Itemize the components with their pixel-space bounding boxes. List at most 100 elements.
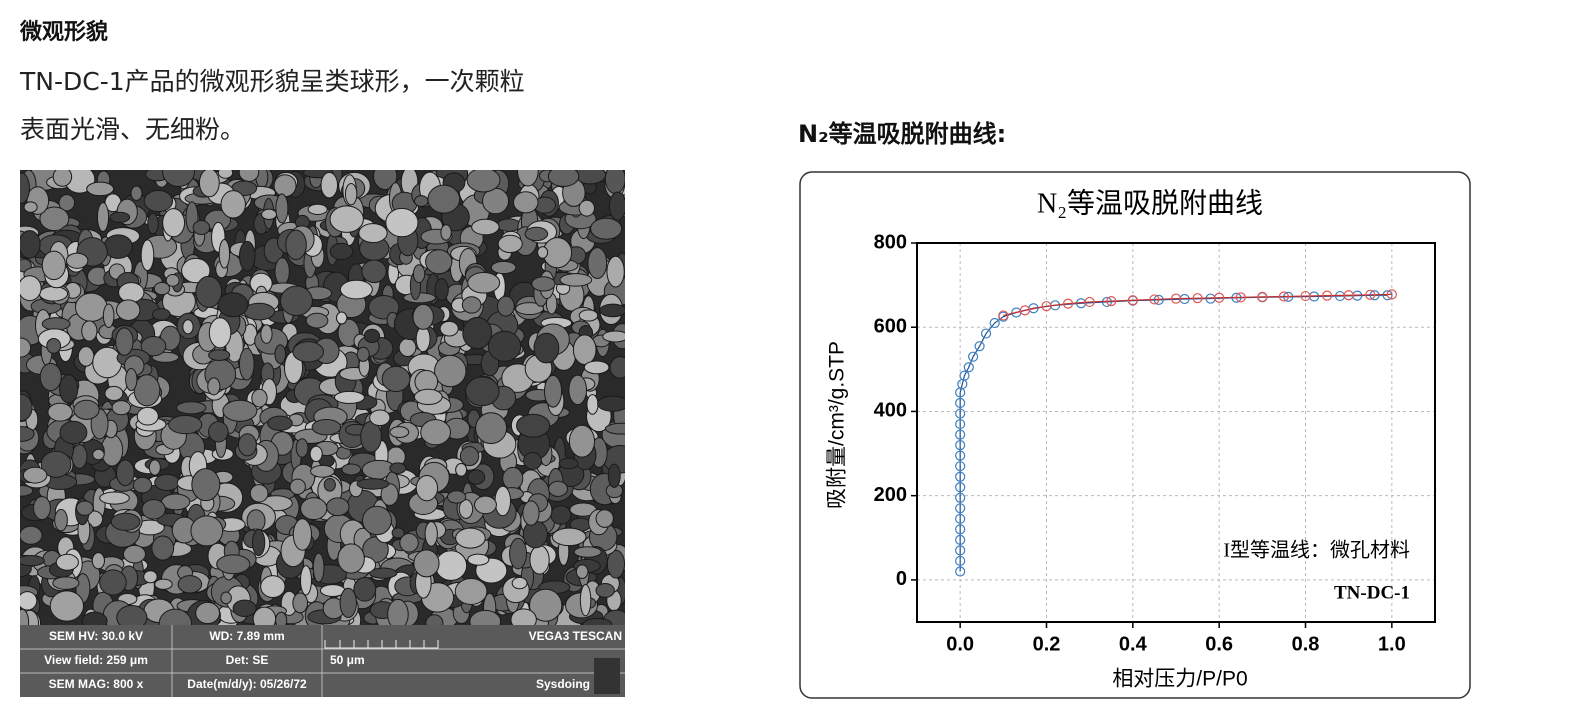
particle (154, 473, 180, 492)
particle (547, 170, 580, 187)
particle (190, 515, 224, 547)
particle (604, 170, 625, 194)
particle (243, 302, 275, 321)
y-tick-label: 200 (874, 484, 907, 506)
particle (289, 478, 306, 495)
particle (454, 577, 488, 605)
particle (522, 520, 548, 549)
particle (568, 374, 588, 406)
particle (20, 591, 38, 611)
particle (110, 512, 141, 531)
particle (515, 302, 544, 316)
data-point (955, 387, 966, 398)
particle (413, 549, 440, 578)
particle (510, 608, 537, 625)
particle (513, 191, 539, 214)
particle (586, 394, 599, 415)
particle (208, 317, 232, 349)
particle (599, 303, 625, 318)
particle (274, 344, 287, 364)
data-point (955, 461, 966, 472)
particle (458, 499, 474, 519)
particle (158, 608, 193, 625)
particle (337, 543, 365, 574)
particle (23, 201, 38, 213)
chart-frame (799, 171, 1471, 699)
info-text: Det: SE (226, 653, 269, 667)
particle (238, 240, 256, 272)
sem-image: SEM HV: 30.0 kV WD: 7.89 mm VEGA3 TESCAN Vi… (20, 170, 625, 697)
particle (252, 528, 266, 557)
particle (59, 420, 88, 445)
particle (40, 450, 72, 478)
particle (33, 496, 51, 521)
info-text: View field: 259 μm (44, 653, 148, 667)
particle (590, 217, 623, 240)
particle (143, 189, 174, 213)
data-point (1084, 296, 1095, 308)
particle (607, 463, 621, 488)
particle (192, 220, 211, 236)
y-tick-label: 600 (874, 316, 907, 338)
particle (595, 582, 615, 598)
particle (81, 320, 98, 342)
x-tick-label: 0.0 (946, 633, 974, 655)
particle (39, 362, 62, 392)
particle (208, 421, 229, 443)
particle (310, 464, 335, 478)
data-point (1149, 294, 1160, 305)
data-point (1386, 289, 1397, 300)
particle (425, 614, 444, 625)
particle (309, 445, 323, 463)
scale-bar (324, 640, 439, 649)
particle (191, 468, 221, 502)
y-axis-label: 吸附量/cm³/g.STP (826, 341, 849, 509)
particle (497, 234, 523, 254)
particle (502, 466, 524, 491)
x-tick-label: 0.6 (1205, 633, 1233, 655)
particle (424, 521, 438, 547)
particle (548, 480, 568, 497)
particle (20, 485, 34, 497)
particle (261, 208, 278, 221)
particle (461, 296, 482, 314)
particle (522, 500, 540, 526)
particle (446, 490, 467, 504)
data-point (1050, 300, 1061, 311)
particle (583, 360, 610, 375)
particle (20, 172, 30, 204)
particle (92, 346, 123, 379)
particle (198, 170, 220, 198)
particle (41, 250, 66, 281)
particle (559, 273, 593, 287)
particle (412, 303, 434, 330)
annotation: TN-DC-1 (1334, 582, 1410, 603)
data-point (955, 492, 966, 503)
particle (104, 385, 124, 401)
particle (551, 527, 587, 547)
particle (20, 337, 32, 358)
particle (162, 170, 195, 187)
particle (467, 272, 501, 294)
data-point (1343, 290, 1354, 301)
particle (467, 553, 490, 566)
particle (312, 552, 325, 583)
particle (389, 462, 407, 475)
particle (455, 527, 486, 549)
data-point (1257, 292, 1268, 303)
chart-title: N₂等温吸脱附曲线 (1037, 187, 1263, 219)
info-text: SEM HV: 30.0 kV (49, 629, 143, 643)
particle (385, 207, 419, 238)
particle (465, 376, 500, 407)
particle (509, 537, 528, 570)
particle (279, 285, 313, 317)
series-line (1003, 293, 1392, 317)
particle (380, 483, 399, 506)
data-point (1300, 290, 1311, 302)
x-tick-label: 0.2 (1033, 633, 1061, 655)
particle (459, 446, 480, 467)
particle (381, 365, 411, 393)
particle (125, 368, 138, 392)
particle (292, 592, 309, 614)
heading: N₂等温吸脱附曲线: (798, 120, 1007, 148)
